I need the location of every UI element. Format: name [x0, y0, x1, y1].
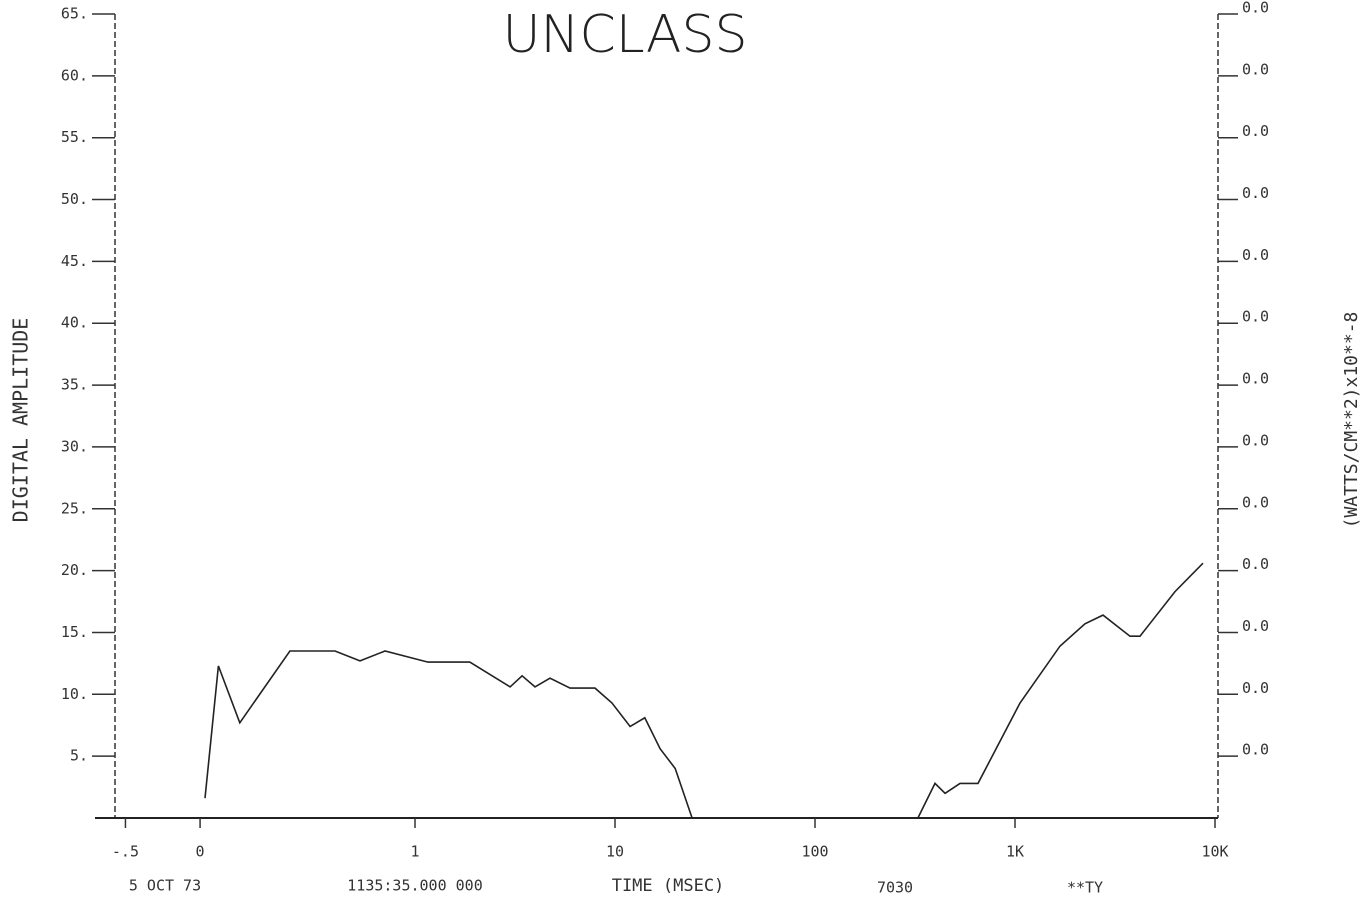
y-tick-label: 25. [61, 499, 88, 517]
y2-tick-label: 0.0 [1242, 246, 1269, 264]
y2-axis-label: (WATTS/CM**2)x10**-8 [1341, 312, 1362, 529]
y2-tick-label: 0.0 [1242, 431, 1269, 449]
y-tick-label: 60. [61, 66, 88, 84]
x-tick-label: 1K [1006, 843, 1024, 861]
data-line [917, 562, 1204, 819]
x-tick-label: 0 [196, 843, 205, 861]
y-tick-label: 35. [61, 376, 88, 394]
y-tick-label: 40. [61, 314, 88, 332]
x-tick-label: 100 [801, 843, 828, 861]
footer-text: **TY [1067, 879, 1103, 897]
y2-tick-label: 0.0 [1242, 184, 1269, 202]
y2-tick-label: 0.0 [1242, 741, 1269, 759]
footer-text: 5 OCT 73 [129, 877, 201, 895]
y2-tick-label: 0.0 [1242, 0, 1269, 17]
y2-tick-label: 0.0 [1242, 555, 1269, 573]
y2-tick-label: 0.0 [1242, 617, 1269, 635]
y-tick-label: 50. [61, 190, 88, 208]
y2-tick-label: 0.0 [1242, 493, 1269, 511]
y-axis-label: DIGITAL AMPLITUDE [9, 318, 33, 523]
y2-tick-label: 0.0 [1242, 679, 1269, 697]
y-tick-label: 65. [61, 5, 88, 23]
data-line [204, 650, 693, 819]
y2-tick-label: 0.0 [1242, 308, 1269, 326]
footer-text: 7030 [877, 879, 913, 897]
x-tick-label: 10 [606, 843, 624, 861]
chart-title: UNCLASS [502, 5, 747, 65]
y-tick-label: 55. [61, 128, 88, 146]
y-tick-label: 10. [61, 685, 88, 703]
x-axis-label: TIME (MSEC) [612, 876, 725, 896]
y2-tick-label: 0.0 [1242, 370, 1269, 388]
y2-tick-label: 0.0 [1242, 122, 1269, 140]
y2-tick-label: 0.0 [1242, 60, 1269, 78]
x-tick-label: 10K [1201, 843, 1228, 861]
y-tick-label: 5. [70, 747, 88, 765]
y-tick-label: 20. [61, 561, 88, 579]
y-tick-label: 15. [61, 623, 88, 641]
x-tick-label: -.5 [112, 843, 139, 861]
y-tick-label: 45. [61, 252, 88, 270]
x-tick-label: 1 [410, 843, 419, 861]
footer-text: 1135:35.000 000 [347, 877, 482, 895]
y-tick-label: 30. [61, 437, 88, 455]
